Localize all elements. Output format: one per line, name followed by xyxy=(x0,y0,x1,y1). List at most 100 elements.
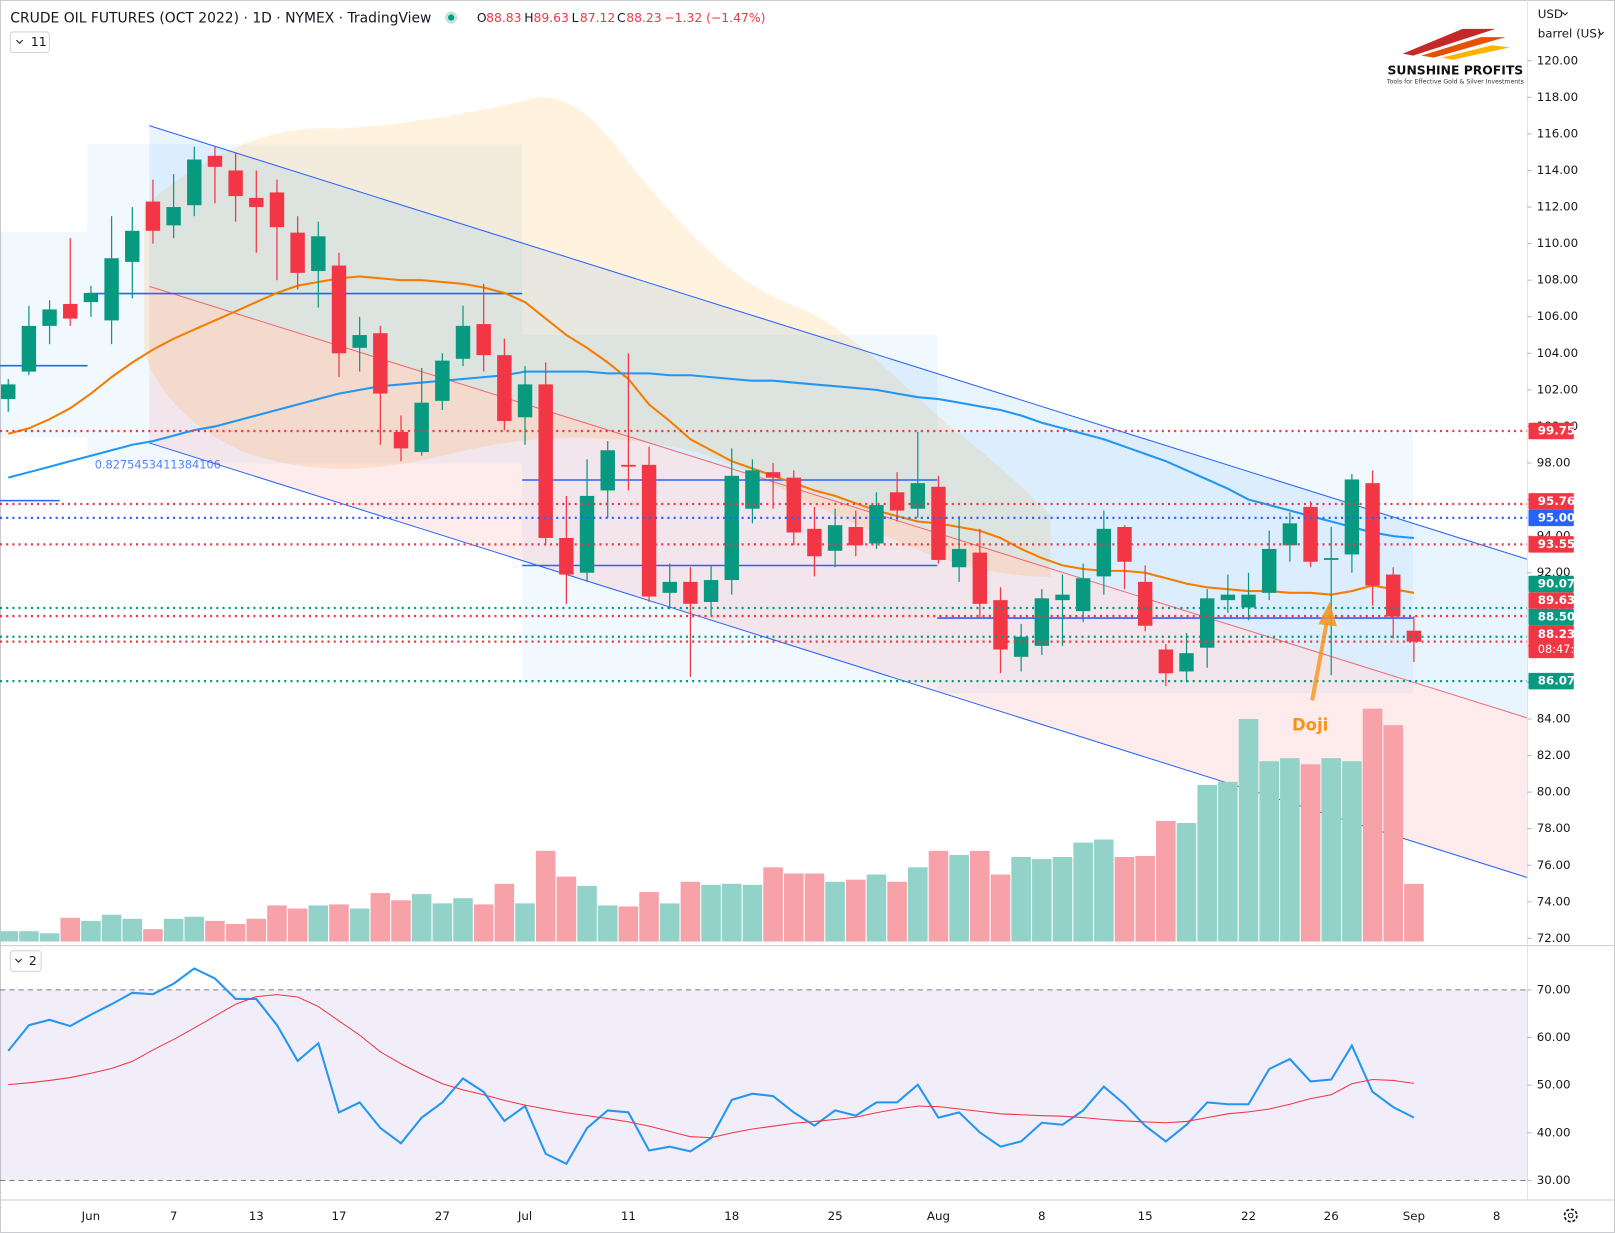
rsi-tick-label: 50.00 xyxy=(1537,1078,1571,1092)
volume-bar xyxy=(1197,784,1217,942)
candle-body xyxy=(662,581,677,593)
ohlc-value: 88.23 xyxy=(626,11,661,25)
candle-body xyxy=(42,309,57,326)
volume-bar xyxy=(577,885,597,942)
volume-bar xyxy=(19,931,39,942)
volume-bar xyxy=(1280,758,1300,942)
candle-body xyxy=(1324,558,1339,560)
indicators-toggle[interactable] xyxy=(9,31,50,54)
candle-body xyxy=(1013,636,1029,657)
volume-bar xyxy=(246,918,267,942)
y-tick-label: 84.00 xyxy=(1537,711,1571,725)
candle-body xyxy=(125,230,140,262)
y-tick-label: 114.00 xyxy=(1537,163,1578,177)
candle-body xyxy=(414,402,429,453)
ohlc-value: 88.83 xyxy=(486,11,521,25)
y-tick-label: 98.00 xyxy=(1537,456,1571,470)
candle-body xyxy=(889,492,905,511)
volume-bar xyxy=(1052,857,1073,942)
y-tick-label: 80.00 xyxy=(1537,785,1571,799)
volume-bar xyxy=(970,850,990,942)
candle-body xyxy=(21,325,37,372)
chevron xyxy=(1598,31,1605,36)
volume-bar xyxy=(1342,761,1362,942)
settings[interactable] xyxy=(1563,1208,1578,1223)
candle-body xyxy=(1,384,16,400)
x-tick-label: Jun xyxy=(81,1209,100,1223)
change: −1.32 (−1.47%) xyxy=(664,11,765,25)
level-label-box xyxy=(1528,536,1574,553)
axis-layer: 72.0074.0076.0078.0080.0082.0084.0086.00… xyxy=(81,53,1578,1223)
y-tick-label: 106.00 xyxy=(1537,309,1578,323)
volume-bar xyxy=(1404,883,1424,942)
volume-bar xyxy=(742,884,763,942)
candle-body xyxy=(476,324,491,356)
candle-body xyxy=(765,472,781,478)
ohlc-value: 89.63 xyxy=(534,11,569,25)
level-label-box xyxy=(1528,592,1574,609)
channel-lower xyxy=(149,286,1528,878)
rsi-toggle[interactable] xyxy=(9,950,42,972)
rsi-indicator-count: 2 xyxy=(29,954,37,968)
rsi-tick-label: 30.00 xyxy=(1537,1173,1571,1187)
logo-swoosh xyxy=(1421,37,1506,58)
unit[interactable]: barrel (US) xyxy=(1538,26,1602,40)
moving-average xyxy=(7,275,1415,596)
level-label-box xyxy=(1528,672,1574,690)
settings-gear-hub xyxy=(1567,1212,1574,1219)
level-label: 89.63 xyxy=(1538,593,1575,607)
ohlc-value: 87.12 xyxy=(580,11,615,25)
volume-bar xyxy=(329,904,349,942)
volume-bar xyxy=(101,914,122,942)
candle-body xyxy=(972,552,988,604)
candle-body xyxy=(1303,506,1318,562)
candle-body xyxy=(373,333,388,394)
doji-arrowhead xyxy=(1318,601,1337,627)
candle-body xyxy=(1179,653,1194,672)
candle-body xyxy=(910,483,925,509)
candle-body xyxy=(455,325,471,359)
candle-body xyxy=(724,475,739,581)
volume-bar xyxy=(205,920,225,942)
level-label: 88.50 xyxy=(1538,609,1575,623)
candle-body xyxy=(600,450,615,491)
cloud xyxy=(144,97,1051,577)
candle-body xyxy=(951,548,967,568)
y-tick-label: 120.00 xyxy=(1537,53,1578,67)
x-tick-label: 27 xyxy=(435,1209,450,1223)
currency[interactable]: USD xyxy=(1538,7,1563,21)
volume-bar xyxy=(0,931,19,942)
y-tick-label: 74.00 xyxy=(1537,894,1571,908)
candle-body xyxy=(1075,578,1091,612)
volume-bar xyxy=(556,876,577,942)
y-tick-label: 102.00 xyxy=(1537,382,1578,396)
volume-bar xyxy=(184,916,205,942)
y-tick-label: 76.00 xyxy=(1537,858,1571,872)
settings-gear[interactable] xyxy=(1563,1208,1578,1223)
chevron xyxy=(1562,11,1568,16)
logo-swoosh xyxy=(1402,28,1496,56)
candle-body xyxy=(1220,594,1236,601)
level-label: 99.75 xyxy=(1538,424,1575,438)
doji-label: Doji xyxy=(1292,716,1328,735)
profile-zone xyxy=(87,144,523,464)
candle-body xyxy=(538,384,553,538)
volume-bar xyxy=(411,894,432,942)
volume-bar xyxy=(1362,708,1383,942)
candle-body xyxy=(1158,649,1174,674)
volume-bar xyxy=(1094,839,1114,942)
chevron xyxy=(16,39,24,44)
volume-bar xyxy=(597,905,618,942)
moving-average xyxy=(7,370,1415,540)
status-dot xyxy=(448,14,455,21)
volume-bar xyxy=(887,881,907,942)
candle-body xyxy=(931,486,946,560)
candle-body xyxy=(703,580,719,602)
candle-body xyxy=(1406,630,1422,642)
x-tick-label: 22 xyxy=(1241,1209,1256,1223)
volume-bar xyxy=(1259,761,1279,942)
candle-body xyxy=(63,303,78,319)
level-label-box xyxy=(1528,608,1574,626)
volume-bar xyxy=(866,874,887,942)
